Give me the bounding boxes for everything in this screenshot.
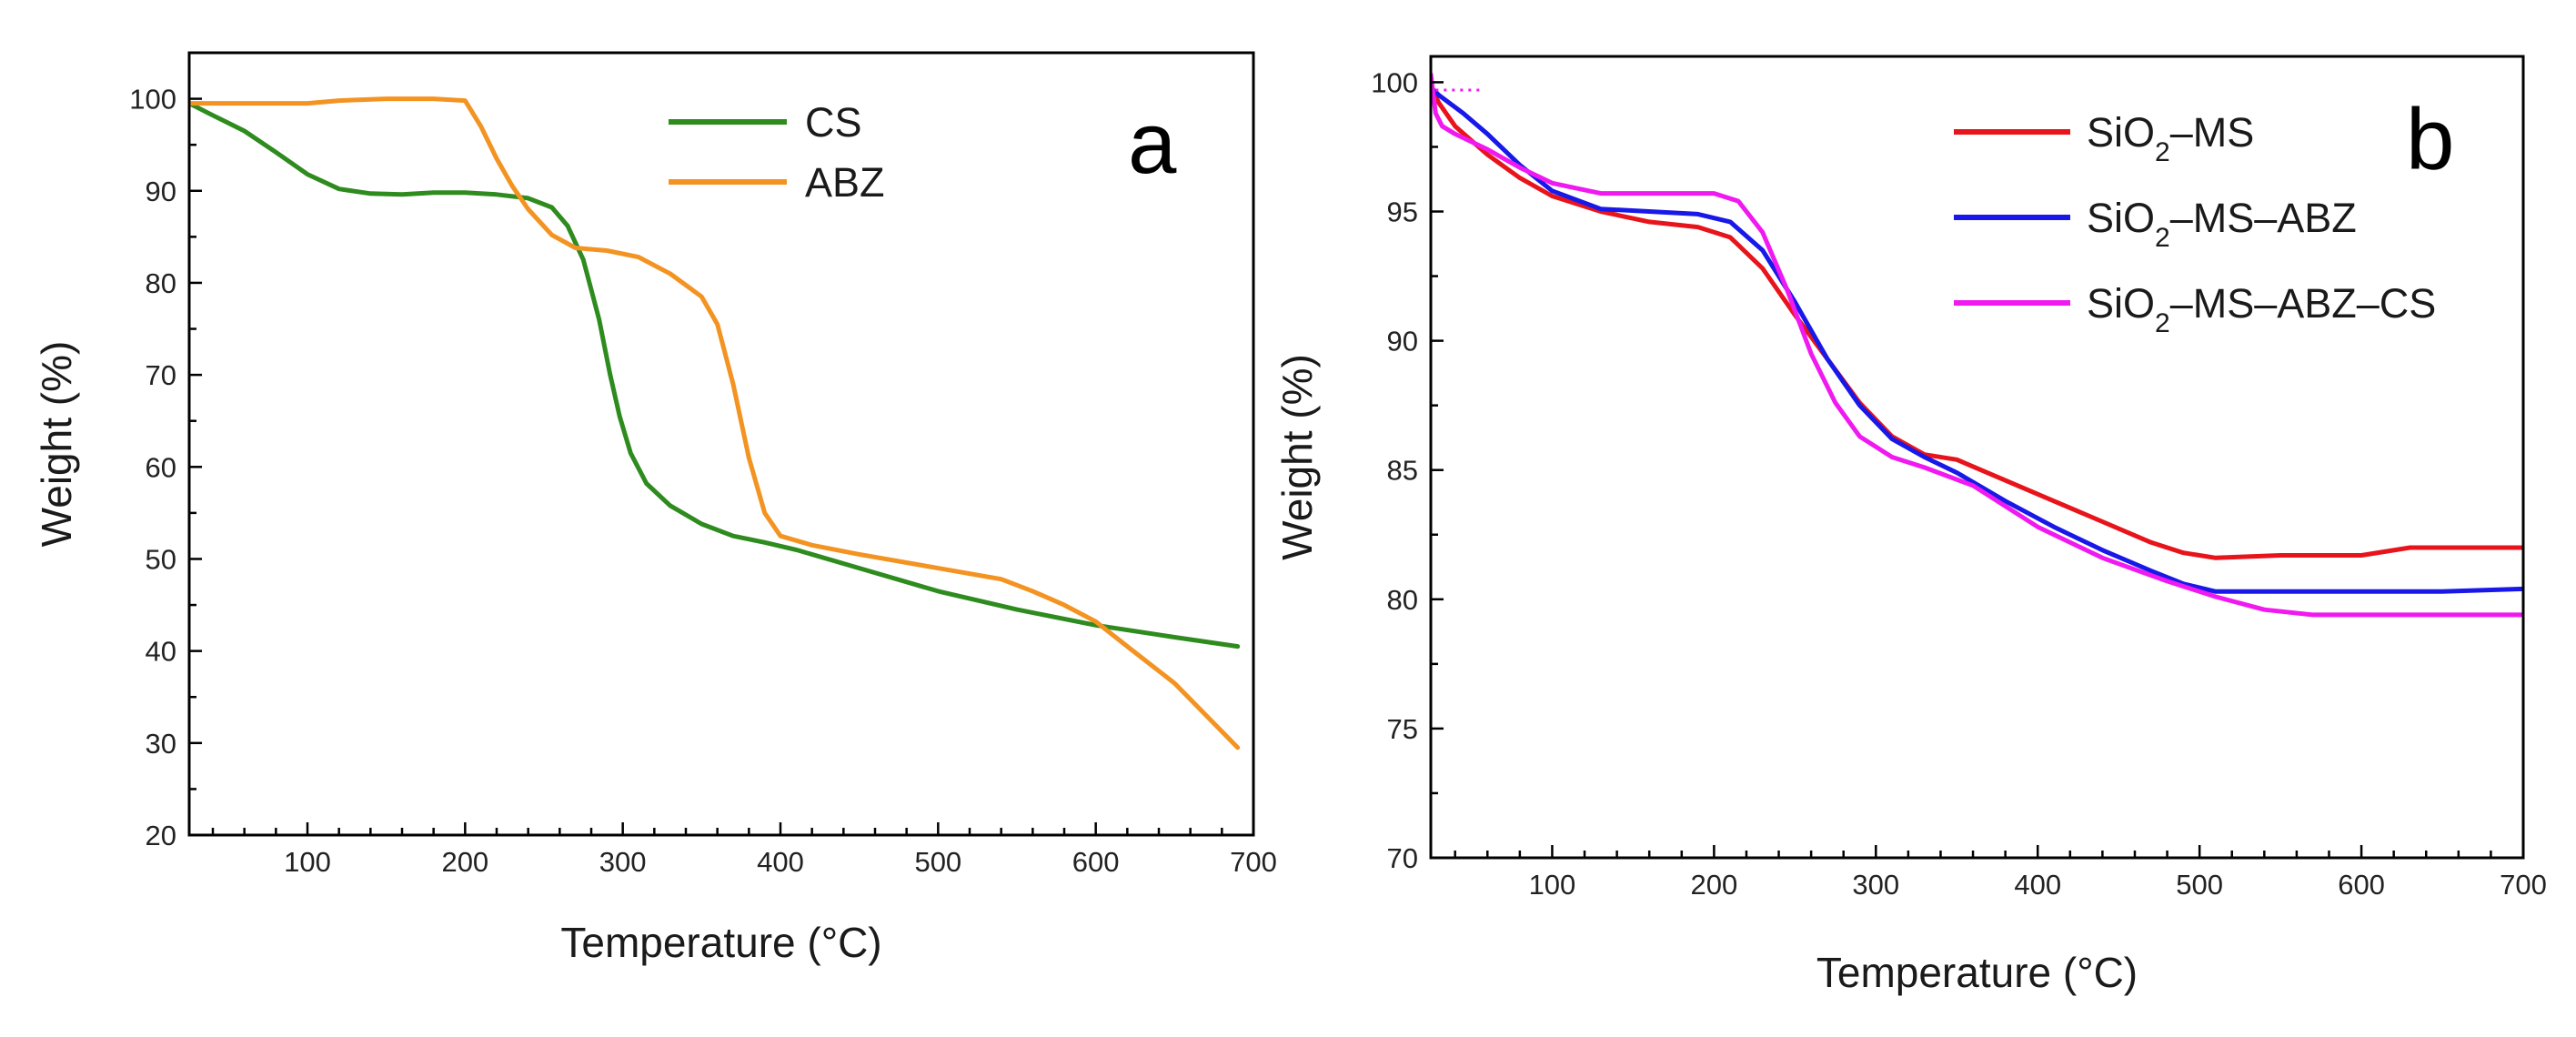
panel-a-y-tick-label: 80 bbox=[146, 267, 176, 299]
panel-b-x-tick-label: 200 bbox=[1691, 869, 1738, 901]
panel-a-y-tick-label: 90 bbox=[146, 176, 176, 207]
panel-b-panel-letter: b bbox=[2406, 91, 2454, 188]
panel-b-x-tick-label: 300 bbox=[1852, 869, 1899, 901]
panel-a-y-tick-label: 50 bbox=[146, 543, 176, 575]
panel-a-series-line-2 bbox=[189, 96, 1241, 750]
panel-a-x-tick-label: 400 bbox=[757, 846, 804, 878]
panel-b-y-tick-label: 70 bbox=[1387, 842, 1418, 874]
panel-a-y-tick-label: 20 bbox=[146, 820, 176, 851]
panel-b-y-axis-title: Weight (%) bbox=[1273, 354, 1321, 560]
panel-a-y-tick-label: 30 bbox=[146, 728, 176, 760]
panel-b-y-tick-label: 90 bbox=[1387, 326, 1418, 357]
panel-b-x-tick-label: 400 bbox=[2014, 869, 2061, 901]
panel-a-legend-label-2: ABZ bbox=[805, 159, 885, 206]
panel-a-x-tick-label: 500 bbox=[914, 846, 961, 878]
panel-a-series-line-1 bbox=[189, 101, 1241, 649]
panel-b-x-tick-label: 600 bbox=[2338, 869, 2385, 901]
panel-a-x-tick-label: 100 bbox=[284, 846, 331, 878]
panel-b-x-tick-label: 700 bbox=[2500, 869, 2547, 901]
panel-b-series-group bbox=[1431, 72, 2523, 618]
panel-a-y-axis-title: Weight (%) bbox=[33, 341, 80, 548]
panel-b-x-tick-label: 100 bbox=[1529, 869, 1576, 901]
panel-a-x-tick-label: 200 bbox=[441, 846, 488, 878]
panel-b-y-tick-label: 100 bbox=[1371, 66, 1418, 98]
panel-a-series-group bbox=[189, 96, 1241, 750]
panel-a-x-tick-label: 600 bbox=[1072, 846, 1120, 878]
panel-a-x-tick-label: 300 bbox=[599, 846, 647, 878]
panel-a-y-tick-label: 60 bbox=[146, 451, 176, 483]
panel-b-chart: 100 200 300 400 500 600 700 70 75 80 85 90 95 100 Temp… bbox=[1273, 55, 2547, 996]
panel-b-legend-label-3: SiO2–MS–ABZ–CS bbox=[2087, 280, 2436, 338]
panel-b-x-axis-title: Temperature (°C) bbox=[1816, 949, 2138, 996]
panel-a-x-tick-label: 700 bbox=[1230, 846, 1277, 878]
panel-b-series-line-2 bbox=[1431, 85, 2523, 594]
panel-b-legend: SiO2–MS SiO2–MS–ABZ SiO2–MS–ABZ–CS bbox=[1954, 109, 2436, 338]
panel-b-legend-label-2: SiO2–MS–ABZ bbox=[2087, 195, 2357, 253]
panel-a-y-tick-label: 40 bbox=[146, 636, 176, 668]
panel-a-plot-frame bbox=[187, 51, 1255, 837]
panel-a-legend-label-1: CS bbox=[805, 99, 862, 146]
panel-b-plot-frame bbox=[1429, 55, 2525, 860]
panel-b-y-tick-label: 85 bbox=[1387, 455, 1418, 487]
panel-b-y-tick-label: 75 bbox=[1387, 713, 1418, 745]
panel-a-panel-letter: a bbox=[1128, 95, 1177, 192]
panel-a-y-tick-label: 70 bbox=[146, 359, 176, 391]
panel-b-legend-label-1: SiO2–MS bbox=[2087, 109, 2254, 167]
panel-b-x-tick-label: 500 bbox=[2176, 869, 2223, 901]
panel-b-y-tick-label: 80 bbox=[1387, 584, 1418, 616]
panel-a-x-axis-title: Temperature (°C) bbox=[560, 919, 881, 966]
panel-a-chart: 100 200 300 400 500 600 700 20 30 40 50 60 70 80 90 100… bbox=[33, 51, 1277, 966]
panel-a-y-tick-label: 100 bbox=[129, 84, 176, 116]
panel-b-series-line-3 bbox=[1431, 72, 2523, 618]
panel-b-y-tick-label: 95 bbox=[1387, 196, 1418, 228]
panel-a-legend: CS ABZ bbox=[669, 99, 885, 206]
